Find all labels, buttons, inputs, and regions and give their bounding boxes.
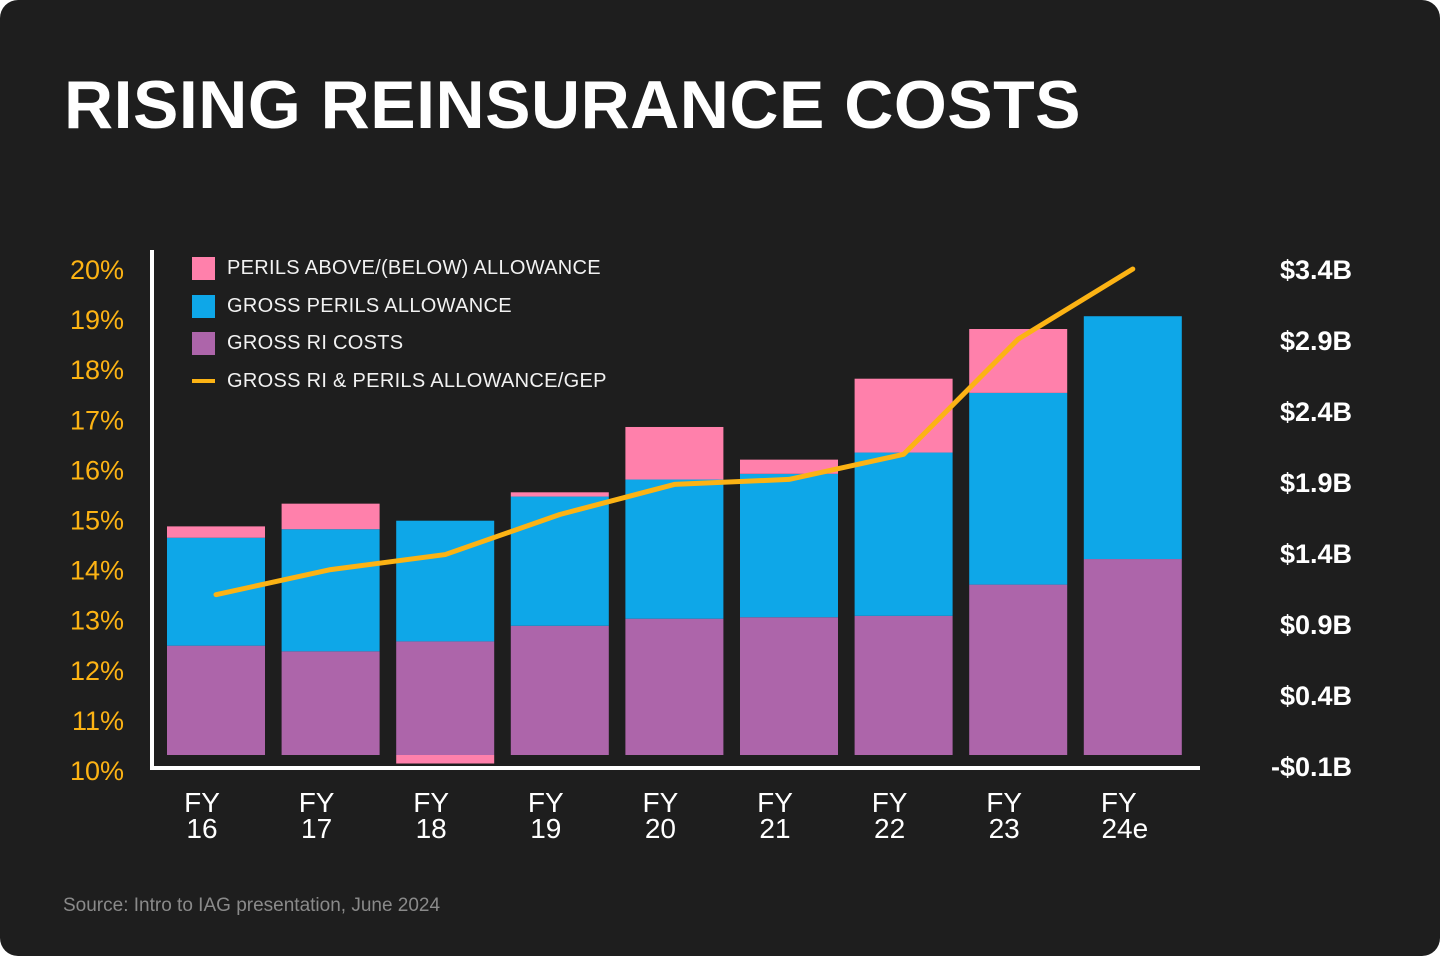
right-tick-label: $0.4B (1280, 681, 1352, 711)
legend-item: GROSS RI COSTS (192, 325, 607, 363)
left-tick-label: 17% (70, 405, 124, 435)
bar-gross-ri-costs (740, 617, 838, 755)
bar-gross-ri-costs (510, 625, 609, 755)
bar-perils-above-allowance (510, 492, 609, 497)
right-tick-label: $2.4B (1280, 397, 1352, 427)
bar-gross-ri-costs (625, 618, 724, 755)
x-tick-label: FY 22 (872, 787, 908, 844)
bar-gross-perils-allowance (969, 392, 1068, 585)
left-tick-label: 10% (70, 756, 124, 786)
left-tick-label: 20% (70, 255, 124, 285)
legend-label: PERILS ABOVE/(BELOW) ALLOWANCE (227, 257, 601, 280)
x-tick-label: FY 17 (299, 787, 335, 844)
left-tick-label: 11% (72, 706, 124, 736)
left-tick-label: 19% (70, 305, 124, 335)
x-tick-label: FY 18 (413, 787, 449, 844)
bar-gross-ri-costs (396, 641, 495, 755)
legend-label: GROSS RI COSTS (227, 332, 404, 355)
legend-item: GROSS PERILS ALLOWANCE (192, 288, 607, 326)
bar-gross-perils-allowance (396, 520, 495, 642)
bar-gross-ri-costs (281, 651, 380, 755)
legend-label: GROSS PERILS ALLOWANCE (227, 294, 512, 317)
legend-swatch (192, 332, 215, 356)
legend-swatch (192, 294, 215, 318)
legend-item: GROSS RI & PERILS ALLOWANCE/GEP (192, 363, 607, 401)
left-tick-label: 15% (70, 506, 124, 536)
chart-title: RISING REINSURANCE COSTS (64, 67, 1081, 143)
bar-perils-above-allowance (281, 503, 380, 530)
x-tick-label: FY 24e (1101, 787, 1148, 844)
bar-gross-ri-costs (854, 615, 953, 755)
left-tick-label: 14% (70, 556, 124, 586)
x-tick-label: FY 23 (986, 787, 1022, 844)
bar-perils-above-allowance (167, 526, 265, 538)
x-tick-label: FY 19 (528, 787, 564, 844)
right-tick-label: $0.9B (1280, 610, 1352, 640)
bar-perils-above-allowance (740, 459, 838, 474)
bar-gross-perils-allowance (740, 473, 838, 618)
bar-gross-ri-costs (969, 584, 1068, 755)
legend: PERILS ABOVE/(BELOW) ALLOWANCE GROSS PERI… (192, 250, 607, 400)
right-tick-label: $1.4B (1280, 539, 1352, 569)
bar-gross-perils-allowance (1083, 316, 1182, 560)
left-tick-label: 13% (70, 606, 124, 636)
right-tick-label: $2.9B (1280, 326, 1352, 356)
legend-item: PERILS ABOVE/(BELOW) ALLOWANCE (192, 250, 607, 288)
right-tick-label: $3.4B (1280, 255, 1352, 285)
x-tick-label: FY 21 (757, 787, 793, 844)
bar-gross-perils-allowance (167, 537, 265, 646)
bar-perils-below-allowance (396, 755, 495, 764)
x-tick-label: FY 16 (184, 787, 220, 844)
source-note: Source: Intro to IAG presentation, June … (63, 895, 441, 916)
bar-perils-above-allowance (625, 426, 724, 480)
bar-gross-perils-allowance (625, 479, 724, 619)
legend-swatch (192, 257, 215, 281)
legend-swatch (192, 379, 215, 384)
left-tick-label: 18% (70, 355, 124, 385)
bar-gross-perils-allowance (510, 496, 609, 626)
bar-gross-perils-allowance (281, 529, 380, 652)
x-tick-label: FY 20 (643, 787, 679, 844)
bar-gross-ri-costs (1083, 559, 1182, 755)
legend-label: GROSS RI & PERILS ALLOWANCE/GEP (227, 369, 607, 392)
bar-gross-ri-costs (167, 645, 265, 755)
left-tick-label: 16% (70, 455, 124, 485)
right-tick-label: $1.9B (1280, 468, 1352, 498)
bar-gross-perils-allowance (854, 452, 953, 616)
right-tick-label: -$0.1B (1271, 752, 1352, 782)
left-tick-label: 12% (70, 656, 124, 686)
bar-perils-above-allowance (854, 378, 953, 453)
